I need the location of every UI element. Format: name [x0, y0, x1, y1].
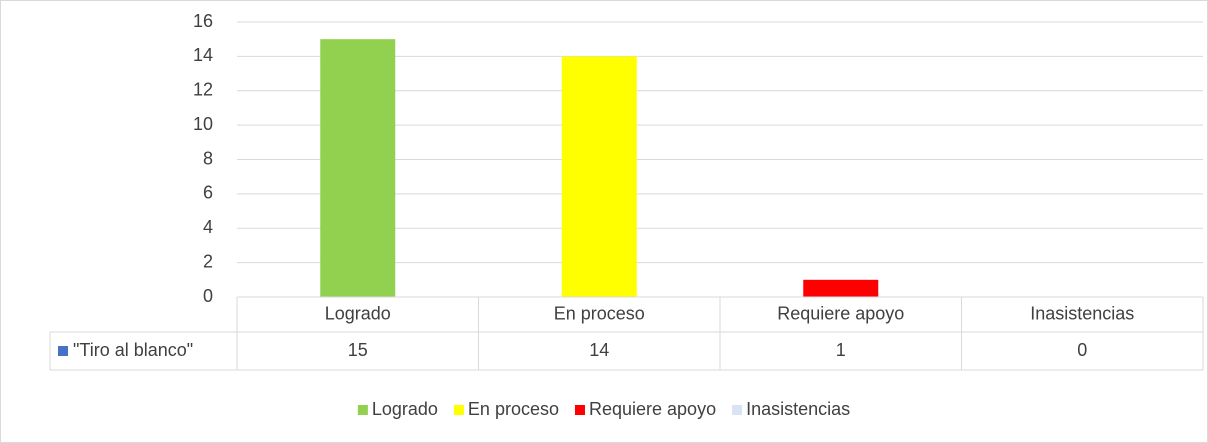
bar: [561, 56, 637, 297]
legend-key: [58, 346, 68, 356]
y-tick-label: 0: [203, 286, 213, 306]
y-tick-label: 2: [203, 251, 213, 271]
x-tick-label: En proceso: [554, 303, 645, 323]
y-tick-label: 10: [193, 114, 213, 134]
y-tick-label: 4: [203, 217, 213, 237]
table-value: 14: [589, 340, 609, 360]
y-tick-label: 8: [203, 148, 213, 168]
table-value: 1: [836, 340, 846, 360]
legend-key: [732, 405, 743, 415]
x-tick-label: Logrado: [325, 303, 391, 323]
legend-label: Logrado: [372, 399, 438, 419]
bar: [803, 279, 879, 297]
table-value: 0: [1077, 340, 1087, 360]
y-tick-label: 6: [203, 183, 213, 203]
bar: [320, 39, 396, 297]
legend-key: [574, 405, 585, 415]
y-tick-label: 16: [193, 11, 213, 31]
y-tick-label: 12: [193, 80, 213, 100]
y-tick-label: 14: [193, 45, 213, 65]
x-tick-label: Inasistencias: [1030, 303, 1134, 323]
legend-label: En proceso: [468, 399, 559, 419]
table-value: 15: [348, 340, 368, 360]
legend-key: [357, 405, 368, 415]
legend-label: Requiere apoyo: [589, 399, 716, 419]
legend-key: [453, 405, 464, 415]
x-tick-label: Requiere apoyo: [777, 303, 904, 323]
legend-label: Inasistencias: [746, 399, 850, 419]
series-label: "Tiro al blanco": [73, 340, 193, 360]
